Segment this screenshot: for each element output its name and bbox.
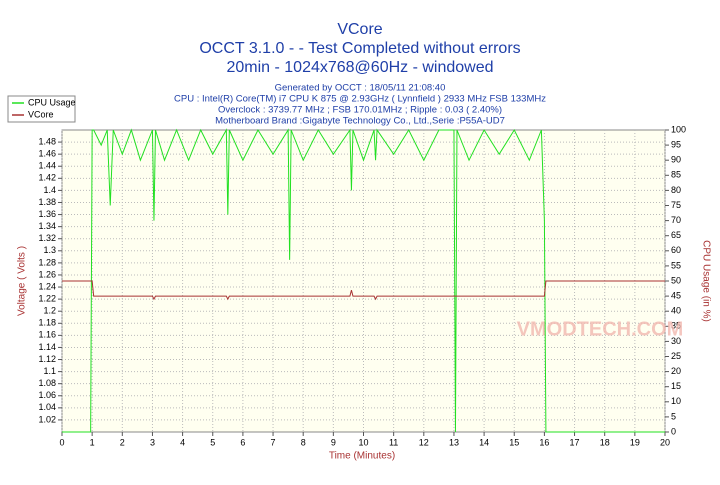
y-tick-label: 1.3 [43,245,56,255]
y2-tick-label: 15 [671,381,681,391]
x-tick-label: 0 [59,437,64,447]
chart-title: VCore [337,21,382,38]
info-line: Generated by OCCT : 18/05/11 21:08:40 [275,83,446,94]
y-tick-label: 1.46 [38,149,56,159]
y-tick-label: 1.38 [38,197,56,207]
x-tick-label: 13 [449,437,459,447]
y2-tick-label: 85 [671,170,681,180]
y-tick-label: 1.32 [38,233,56,243]
y-tick-label: 1.42 [38,173,56,183]
info-line: Overclock : 3739.77 MHz ; FSB 170.01MHz … [218,105,502,116]
info-line: Motherboard Brand :Gigabyte Technology C… [215,116,505,127]
y-tick-label: 1.4 [43,185,56,195]
y2-tick-label: 90 [671,155,681,165]
y-tick-label: 1.44 [38,161,56,171]
y2-tick-label: 40 [671,306,681,316]
y-tick-label: 1.18 [38,318,56,328]
x-tick-label: 15 [509,437,519,447]
y2-tick-label: 25 [671,351,681,361]
y2-tick-label: 65 [671,230,681,240]
y2-tick-label: 20 [671,366,681,376]
x-tick-label: 18 [600,437,610,447]
y2-tick-label: 10 [671,396,681,406]
y2-tick-label: 55 [671,260,681,270]
y-tick-label: 1.48 [38,136,56,146]
x-axis-title: Time (Minutes) [329,451,395,462]
y2-tick-label: 0 [671,426,676,436]
data-line [62,128,665,433]
x-tick-label: 7 [271,437,276,447]
x-tick-label: 3 [150,437,155,447]
x-tick-label: 6 [240,437,245,447]
y-tick-label: 1.34 [38,221,56,231]
x-tick-label: 10 [358,437,368,447]
y-tick-label: 1.2 [43,306,56,316]
y-tick-label: 1.1 [43,366,56,376]
x-tick-label: 1 [90,437,95,447]
legend-box [7,95,76,123]
subtitle: 20min - 1024x768@60Hz - windowed [226,59,493,76]
y2-tick-label: 95 [671,139,681,149]
y-tick-label: 1.02 [38,414,56,424]
x-tick-label: 17 [570,437,580,447]
x-tick-label: 20 [660,437,670,447]
x-tick-label: 19 [630,437,640,447]
y2-tick-label: 60 [671,245,681,255]
subtitle: OCCT 3.1.0 - - Test Completed without er… [199,40,520,57]
info-line: CPU : Intel(R) Core(TM) i7 CPU K 875 @ 2… [174,94,546,105]
y-tick-label: 1.08 [38,378,56,388]
y2-tick-label: 35 [671,321,681,331]
data-line [62,280,665,301]
x-tick-label: 4 [180,437,185,447]
x-tick-label: 9 [331,437,336,447]
y-tick-label: 1.24 [38,281,56,291]
legend-label: VCore [28,109,54,119]
y-tick-label: 1.36 [38,209,56,219]
y2-tick-label: 70 [671,215,681,225]
y-tick-label: 1.26 [38,269,56,279]
x-tick-label: 12 [419,437,429,447]
y2-tick-label: 75 [671,200,681,210]
y-tick-label: 1.14 [38,342,56,352]
y-tick-label: 1.12 [38,354,56,364]
x-tick-label: 16 [539,437,549,447]
y2-tick-label: 50 [671,275,681,285]
x-tick-label: 11 [389,437,398,447]
y-tick-label: 1.06 [38,390,56,400]
watermark: VMODTECH.COM [517,318,684,340]
y-axis-title: Voltage ( Volts ) [17,246,28,316]
x-tick-label: 14 [479,437,489,447]
legend-label: CPU Usage [28,97,76,107]
y2-tick-label: 5 [671,411,676,421]
y-tick-label: 1.22 [38,293,56,303]
y2-tick-label: 100 [671,124,686,134]
y-tick-label: 1.04 [38,402,56,412]
y-tick-label: 1.16 [38,330,56,340]
x-tick-label: 2 [120,437,125,447]
y2-tick-label: 80 [671,185,681,195]
y2-axis-title: CPU Usage (in %) [700,240,711,322]
y2-tick-label: 30 [671,336,681,346]
x-tick-label: 5 [210,437,215,447]
x-tick-label: 8 [301,437,306,447]
y2-tick-label: 45 [671,290,681,300]
y-tick-label: 1.28 [38,257,56,267]
